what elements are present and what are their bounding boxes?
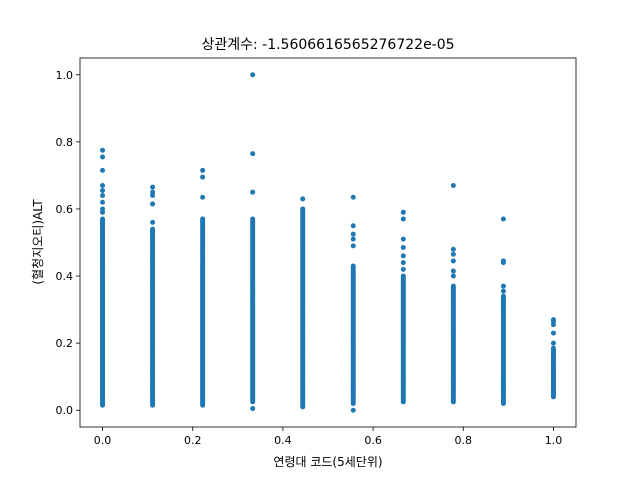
data-point: [350, 263, 356, 269]
y-tick-label: 1.0: [56, 69, 74, 82]
data-point: [250, 216, 256, 222]
x-axis-label: 연령대 코드(5세단위): [273, 455, 382, 469]
data-point: [450, 246, 456, 252]
data-point: [400, 273, 406, 279]
data-point: [500, 283, 506, 289]
data-point: [350, 194, 356, 200]
data-point: [400, 245, 406, 251]
data-point: [200, 216, 206, 222]
data-point: [250, 406, 256, 412]
x-tick-label: 0.6: [364, 434, 382, 447]
data-point: [400, 236, 406, 242]
data-point: [400, 216, 406, 222]
data-point: [100, 216, 106, 222]
data-point: [550, 317, 556, 323]
data-point: [500, 293, 506, 299]
axes-frame: [79, 57, 577, 428]
data-point: [500, 258, 506, 264]
data-point: [150, 226, 156, 232]
data-point: [200, 194, 206, 200]
x-tick-label: 1.0: [545, 434, 563, 447]
x-tick-label: 0.2: [184, 434, 202, 447]
data-point: [100, 147, 106, 153]
chart-title: 상관계수: -1.5606616565276722e-05: [201, 37, 454, 53]
data-point: [100, 167, 106, 173]
data-point: [200, 167, 206, 173]
data-points: [100, 72, 556, 413]
data-point: [250, 151, 256, 157]
data-point: [150, 219, 156, 225]
data-point: [300, 196, 306, 202]
data-point: [450, 268, 456, 274]
data-point: [450, 251, 456, 257]
y-tick-label: 0.0: [56, 404, 74, 417]
data-point: [150, 201, 156, 207]
data-point: [100, 199, 106, 205]
x-tick-label: 0.8: [455, 434, 473, 447]
y-tick-label: 0.2: [56, 337, 74, 350]
y-tick-label: 0.6: [56, 203, 74, 216]
data-point: [300, 206, 306, 212]
y-tick-label: 0.8: [56, 136, 74, 149]
data-point: [550, 330, 556, 336]
data-point: [450, 182, 456, 188]
data-point: [400, 253, 406, 259]
data-point: [200, 174, 206, 180]
data-point: [100, 182, 106, 188]
data-point: [500, 288, 506, 294]
data-point: [400, 266, 406, 272]
data-point: [350, 223, 356, 229]
data-point: [350, 243, 356, 249]
data-point: [150, 189, 156, 195]
data-point: [450, 258, 456, 264]
data-point: [100, 188, 106, 194]
data-point: [250, 72, 256, 78]
y-tick-label: 0.4: [56, 270, 74, 283]
data-point: [450, 283, 456, 289]
data-point: [550, 340, 556, 346]
data-point: [350, 236, 356, 242]
data-point: [500, 216, 506, 222]
data-point: [450, 273, 456, 279]
data-point: [100, 193, 106, 199]
data-point: [400, 260, 406, 266]
data-point: [550, 345, 556, 351]
x-tick-label: 0.0: [94, 434, 112, 447]
data-point: [400, 209, 406, 215]
data-point: [250, 189, 256, 195]
data-point: [100, 154, 106, 160]
x-axis-ticks: 0.0 0.2 0.4 0.6 0.8 1.0: [94, 427, 562, 447]
data-point: [350, 407, 356, 413]
data-point: [150, 184, 156, 190]
y-axis-ticks: 0.0 0.2 0.4 0.6 0.8 1.0: [56, 69, 80, 417]
data-point: [100, 206, 106, 212]
data-point: [350, 231, 356, 237]
y-axis-label: (혈청지오티)ALT: [31, 199, 45, 285]
x-tick-label: 0.4: [274, 434, 292, 447]
